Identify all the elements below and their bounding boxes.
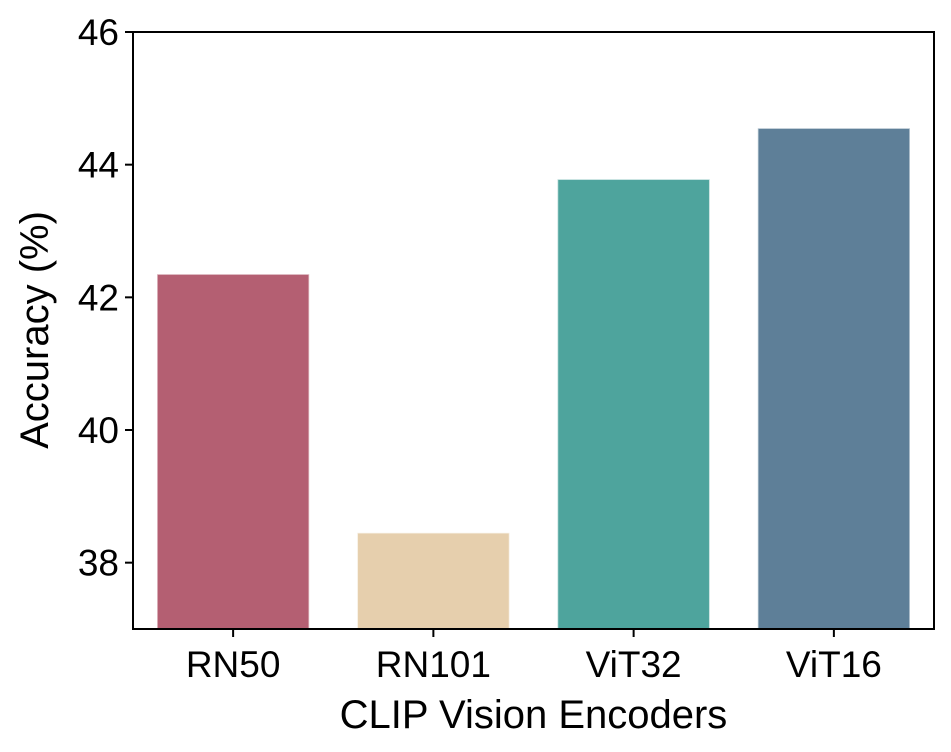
plot-frame: [132, 31, 935, 630]
x-tick-label: ViT32: [586, 644, 682, 685]
y-tick-label: 40: [78, 410, 119, 451]
x-axis: RN50 RN101 ViT32 ViT16: [186, 629, 882, 685]
x-tick-label: RN101: [376, 644, 491, 685]
y-axis-title: Accuracy (%): [13, 211, 57, 449]
bar-rn50: [156, 273, 310, 630]
bar-vit16: [757, 127, 911, 630]
y-tick-label: 42: [78, 277, 119, 318]
y-tick-label: 38: [78, 543, 119, 584]
bars-group: [156, 127, 911, 630]
x-axis-title: CLIP Vision Encoders: [340, 693, 728, 737]
x-tick-label: RN50: [186, 644, 281, 685]
y-axis: 38 40 42 44 46: [78, 12, 133, 584]
y-tick-label: 46: [78, 12, 119, 53]
y-tick-label: 44: [78, 145, 119, 186]
bar-rn101: [356, 532, 511, 630]
bar-vit32: [556, 178, 711, 630]
x-tick-label: ViT16: [786, 644, 882, 685]
